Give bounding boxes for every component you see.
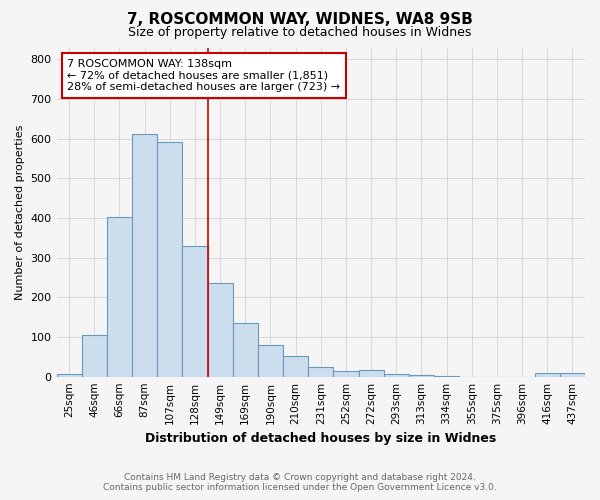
Text: 7 ROSCOMMON WAY: 138sqm
← 72% of detached houses are smaller (1,851)
28% of semi: 7 ROSCOMMON WAY: 138sqm ← 72% of detache… bbox=[67, 59, 340, 92]
Bar bbox=[182, 246, 208, 376]
Bar bbox=[535, 373, 560, 376]
Bar bbox=[82, 334, 107, 376]
Text: Contains HM Land Registry data © Crown copyright and database right 2024.: Contains HM Land Registry data © Crown c… bbox=[124, 472, 476, 482]
Bar bbox=[208, 283, 233, 376]
Bar bbox=[132, 134, 157, 376]
Bar bbox=[56, 374, 82, 376]
Bar bbox=[258, 346, 283, 376]
Y-axis label: Number of detached properties: Number of detached properties bbox=[15, 124, 25, 300]
Bar bbox=[334, 370, 359, 376]
Bar bbox=[560, 372, 585, 376]
Bar bbox=[359, 370, 383, 376]
Bar bbox=[283, 356, 308, 376]
Bar bbox=[107, 217, 132, 376]
Bar bbox=[308, 367, 334, 376]
Bar bbox=[409, 375, 434, 376]
Text: 7, ROSCOMMON WAY, WIDNES, WA8 9SB: 7, ROSCOMMON WAY, WIDNES, WA8 9SB bbox=[127, 12, 473, 28]
Bar bbox=[157, 142, 182, 376]
Text: Size of property relative to detached houses in Widnes: Size of property relative to detached ho… bbox=[128, 26, 472, 39]
Bar bbox=[233, 323, 258, 376]
Bar bbox=[383, 374, 409, 376]
X-axis label: Distribution of detached houses by size in Widnes: Distribution of detached houses by size … bbox=[145, 432, 496, 445]
Text: Contains public sector information licensed under the Open Government Licence v3: Contains public sector information licen… bbox=[103, 484, 497, 492]
